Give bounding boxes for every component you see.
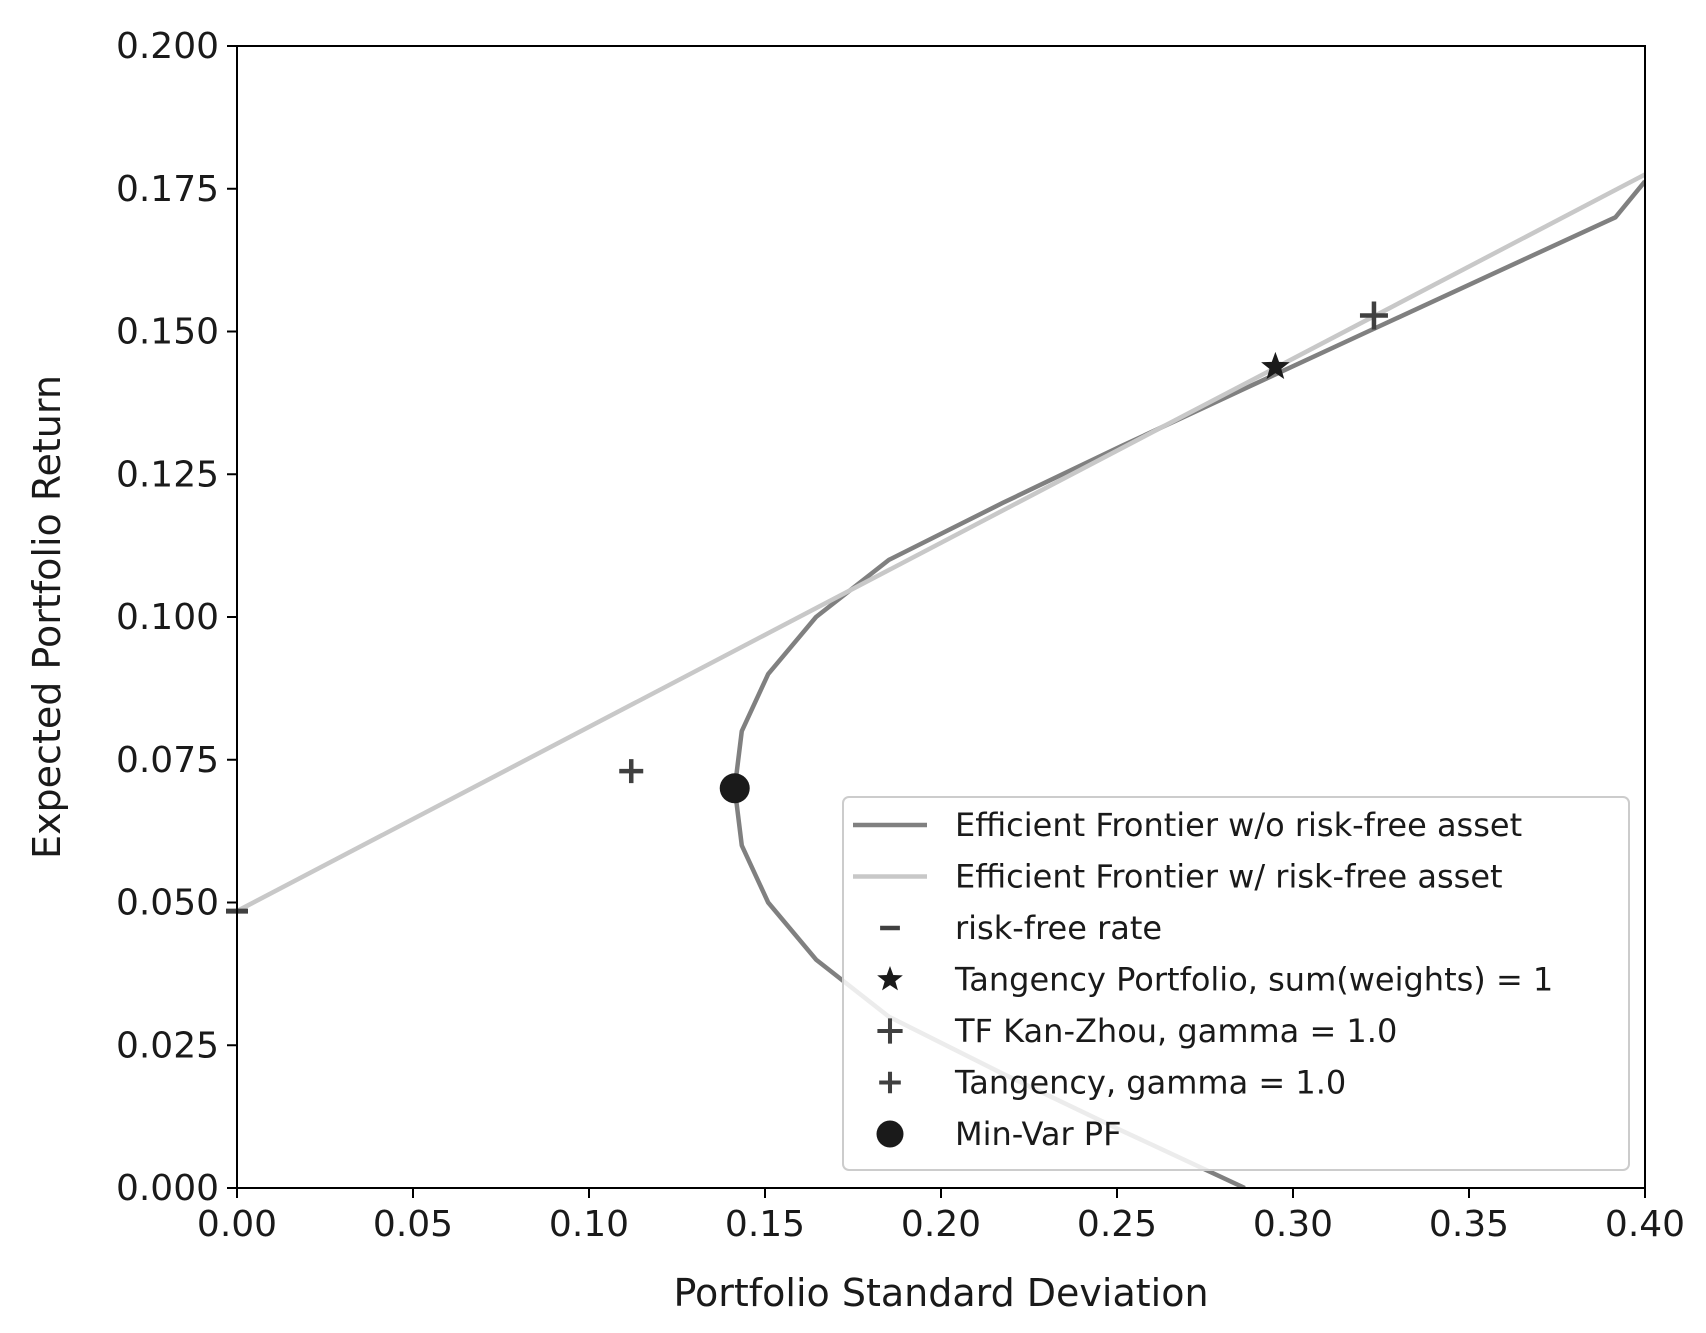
y-tick-label: 0.075: [116, 740, 219, 781]
legend-marker-swatch: [877, 1018, 903, 1044]
legend-entry-label: Min-Var PF: [955, 1115, 1122, 1153]
y-tick-label: 0.200: [116, 26, 219, 67]
x-axis-label: Portfolio Standard Deviation: [673, 1271, 1208, 1315]
legend-marker-swatch: [879, 1071, 901, 1094]
series-line: [237, 172, 1645, 914]
marker-layer: [226, 301, 1388, 914]
y-tick-label: 0.100: [116, 597, 219, 638]
y-tick-label: 0.150: [116, 312, 219, 353]
x-tick-label: 0.25: [1077, 1204, 1157, 1245]
x-tick-label: 0.10: [549, 1204, 629, 1245]
legend-entry-label: risk-free rate: [955, 909, 1162, 947]
x-tick-label: 0.40: [1605, 1204, 1685, 1245]
y-tick-label: 0.125: [116, 454, 219, 495]
series-marker: [1261, 351, 1290, 380]
y-tick-label: 0.000: [116, 1168, 219, 1209]
legend-entry-label: TF Kan-Zhou, gamma = 1.0: [954, 1012, 1397, 1050]
legend-entry-label: Efficient Frontier w/ risk-free asset: [955, 858, 1503, 896]
x-tick-label: 0.35: [1429, 1204, 1509, 1245]
y-tick-label: 0.175: [116, 169, 219, 210]
y-tick-label: 0.025: [116, 1025, 219, 1066]
x-axis-ticks: 0.00 0.05 0.10 0.15 0.20 0.25 0.30 0.35 0.40: [197, 1188, 1685, 1245]
legend: Efficient Frontier w/o risk-free asset Ef…: [842, 796, 1630, 1171]
y-axis-ticks: 0.000 0.025 0.050 0.075 0.100 0.125 0.150 0.175…: [116, 26, 237, 1209]
x-tick-label: 0.05: [373, 1204, 453, 1245]
legend-entry-label: Efficient Frontier w/o risk-free asset: [955, 806, 1522, 844]
legend-entry-label: Tangency, gamma = 1.0: [954, 1064, 1346, 1102]
series-marker: [1359, 301, 1388, 330]
y-tick-label: 0.050: [116, 883, 219, 924]
legend-marker-swatch: [877, 966, 903, 991]
legend-marker-swatch: [876, 1120, 904, 1148]
x-tick-label: 0.15: [725, 1204, 805, 1245]
x-tick-label: 0.00: [197, 1204, 277, 1245]
y-axis-label: Expected Portfolio Return: [25, 375, 69, 859]
x-tick-label: 0.30: [1253, 1204, 1333, 1245]
legend-entry-label: Tangency Portfolio, sum(weights) = 1: [954, 961, 1553, 999]
series-marker: [619, 759, 644, 784]
x-tick-label: 0.20: [901, 1204, 981, 1245]
series-marker: [719, 773, 750, 804]
legend-box: [842, 796, 1630, 1171]
